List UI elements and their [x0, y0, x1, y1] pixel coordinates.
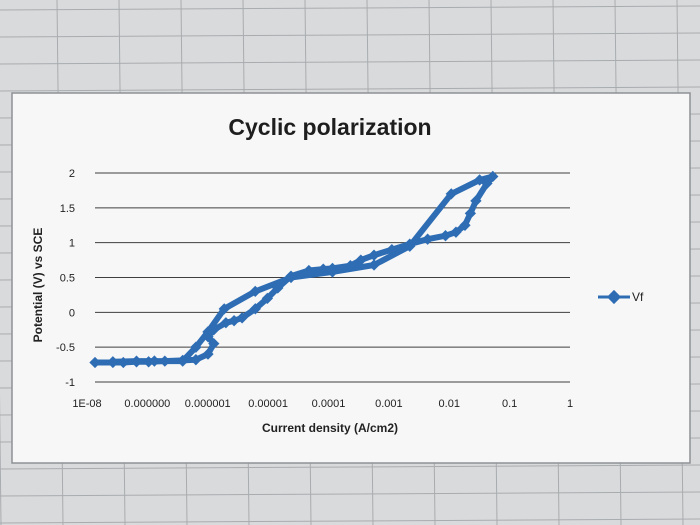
sheet-gridline [0, 5, 700, 11]
data-point [272, 282, 284, 294]
data-point [218, 303, 230, 315]
y-tick-label: 2 [69, 168, 75, 180]
legend-marker [606, 289, 622, 305]
data-point [249, 285, 261, 298]
sheet-gridline [0, 32, 700, 38]
y-tick-label: -0.5 [56, 342, 75, 354]
data-point [439, 230, 452, 242]
data-point [355, 254, 367, 266]
legend: Vf [598, 289, 644, 305]
chart-title: Cyclic polarization [228, 114, 431, 140]
data-point [473, 174, 486, 186]
y-tick-label: 0.5 [60, 273, 75, 285]
data-point [249, 303, 261, 315]
data-point [445, 188, 457, 200]
sheet-gridline [0, 518, 700, 524]
sheet-gridline [0, 393, 2, 525]
y-tick-label: 1 [69, 238, 75, 250]
x-tick-labels: 1E-08 0.000000 0.000001 0.00001 0.0001 0.001 0… [72, 398, 573, 410]
legend-label: Vf [632, 290, 644, 304]
x-tick-label: 0.1 [502, 398, 517, 410]
data-point [326, 266, 339, 278]
x-tick-label: 1E-08 [72, 398, 101, 410]
data-point [344, 259, 357, 272]
data-point [190, 354, 202, 366]
y-tick-label: 1.5 [60, 203, 75, 215]
data-point [285, 271, 297, 284]
data-point [236, 312, 248, 324]
series-vf [89, 170, 499, 369]
x-tick-label: 0.00001 [248, 398, 288, 410]
x-tick-label: 0.000000 [124, 398, 170, 410]
y-tick-labels: 2 1.5 1 0.5 0 -0.5 -1 [56, 168, 75, 389]
x-tick-label: 0.01 [439, 398, 460, 410]
x-tick-label: 0.0001 [312, 398, 346, 410]
x-tick-label: 1 [567, 398, 573, 410]
data-point [421, 233, 434, 245]
data-point [317, 263, 329, 275]
y-tick-label: 0 [69, 307, 75, 319]
x-tick-label: 0.000001 [185, 398, 231, 410]
data-point [487, 170, 499, 183]
data-point [261, 292, 274, 305]
sheet-gridline [0, 59, 700, 65]
sheet-gridline [0, 491, 700, 497]
y-tick-label: -1 [65, 377, 75, 389]
sheet-gridline [0, 464, 700, 470]
data-point [107, 356, 119, 368]
data-point [450, 226, 462, 238]
data-point [459, 219, 471, 231]
data-point [303, 264, 315, 277]
x-axis-title: Current density (A/cm2) [262, 421, 398, 435]
data-point [190, 341, 202, 353]
data-point [368, 259, 380, 271]
sheet-gridline [0, 86, 700, 92]
y-axis-title: Potential (V) vs SCE [31, 228, 45, 343]
x-tick-label: 0.001 [375, 398, 403, 410]
